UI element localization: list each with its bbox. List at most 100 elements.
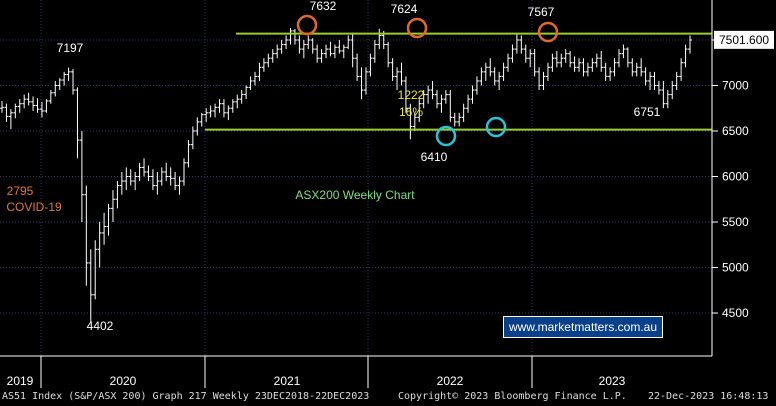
price-bar [301, 40, 306, 59]
price-bar [501, 62, 506, 81]
price-bar [510, 44, 515, 63]
price-bar [177, 176, 182, 195]
price-bar [363, 67, 368, 95]
price-bar [506, 53, 511, 72]
y-tick-label: 5500 [722, 215, 749, 229]
price-bar [341, 44, 346, 59]
chart-annotation: 4402 [87, 319, 114, 333]
price-bar [239, 90, 244, 104]
price-bar [266, 53, 271, 68]
price-bar [670, 80, 675, 100]
price-bar [26, 92, 31, 106]
price-bar [603, 62, 608, 81]
price-bar [563, 49, 568, 63]
price-bar [332, 44, 337, 59]
price-bar [84, 185, 89, 286]
price-bar [181, 158, 186, 186]
chart-annotation: 7624 [391, 2, 418, 16]
price-bar [661, 80, 666, 109]
price-bar [648, 71, 653, 91]
last-price-box [714, 30, 774, 49]
price-bar [137, 162, 142, 182]
price-bar [208, 105, 213, 118]
price-bar [133, 171, 138, 191]
price-bar [159, 167, 164, 186]
price-bar [324, 44, 329, 59]
price-bar [204, 108, 209, 122]
price-bar [630, 58, 635, 77]
price-bar [253, 71, 258, 86]
price-bar [168, 167, 173, 186]
chart-annotation: 6410 [421, 150, 448, 164]
price-bar [48, 90, 53, 104]
price-bar [350, 32, 355, 68]
bottom-marker-6515 [485, 116, 507, 138]
footer-copyright: Copyright© 2023 Bloomberg Finance L.P. [398, 391, 627, 402]
price-bar [417, 99, 422, 122]
price-bar [434, 90, 439, 109]
price-bar [372, 40, 377, 63]
price-bar [88, 249, 93, 322]
price-bar [248, 76, 253, 91]
price-bar [102, 212, 107, 245]
price-bar [230, 99, 235, 113]
price-bar [656, 80, 661, 95]
price-bar [39, 101, 44, 118]
price-bar [119, 171, 124, 195]
price-bar [57, 78, 62, 91]
price-bar [75, 87, 80, 159]
price-bar [399, 62, 404, 86]
price-bar [115, 181, 120, 209]
price-bar [97, 222, 102, 268]
chart-annotation: COVID-19 [6, 200, 62, 214]
price-bar [497, 71, 502, 91]
price-bar [190, 126, 195, 150]
price-bar [173, 171, 178, 191]
footer-left: AS51 Index (S&P/ASX 200) Graph 217 Weekl… [2, 391, 370, 402]
price-bar [164, 162, 169, 182]
x-tick-label: 2022 [437, 374, 464, 388]
footer-timestamp: 22-Dec-2023 16:48:13 [648, 391, 769, 402]
trend-lines [205, 32, 712, 131]
price-bar [439, 94, 444, 113]
chart-annotation: 7632 [310, 0, 337, 13]
price-bar [128, 169, 133, 186]
chart-annotation: 7567 [528, 5, 555, 19]
price-bar [8, 109, 13, 130]
watermark-box[interactable]: www.marketmatters.com.au [503, 316, 663, 338]
price-bar [284, 35, 289, 50]
price-bar [17, 99, 22, 113]
price-bar [110, 190, 115, 222]
price-bar [195, 117, 200, 136]
price-bar [31, 96, 36, 111]
price-bar [66, 67, 71, 81]
top-marker-7624 [406, 17, 428, 39]
price-bar [270, 49, 275, 63]
price-bar [616, 49, 621, 68]
price-bar [523, 44, 528, 63]
price-bar [142, 158, 147, 177]
price-bar [474, 76, 479, 95]
price-bar [452, 112, 457, 127]
price-bar [519, 35, 524, 54]
price-bar [0, 100, 4, 113]
price-bar [244, 85, 249, 100]
price-bar [186, 140, 191, 168]
price-bar [448, 90, 453, 122]
top-marker-7567 [537, 21, 559, 43]
price-bar [585, 62, 590, 77]
price-bar [79, 131, 84, 222]
axis-layer: 45005000550060006500700075007501.6002019… [0, 0, 774, 388]
price-bar [479, 67, 484, 86]
price-bar [124, 167, 129, 191]
price-bar [634, 62, 639, 77]
chart-annotation: 1222 [398, 88, 425, 102]
price-bar [337, 40, 342, 54]
price-bar [150, 169, 155, 191]
price-bar [22, 94, 27, 109]
chart-annotation: 2795 [7, 184, 34, 198]
price-bar [492, 67, 497, 86]
price-bar [430, 80, 435, 100]
price-bar [292, 29, 297, 45]
price-bar [408, 103, 413, 140]
